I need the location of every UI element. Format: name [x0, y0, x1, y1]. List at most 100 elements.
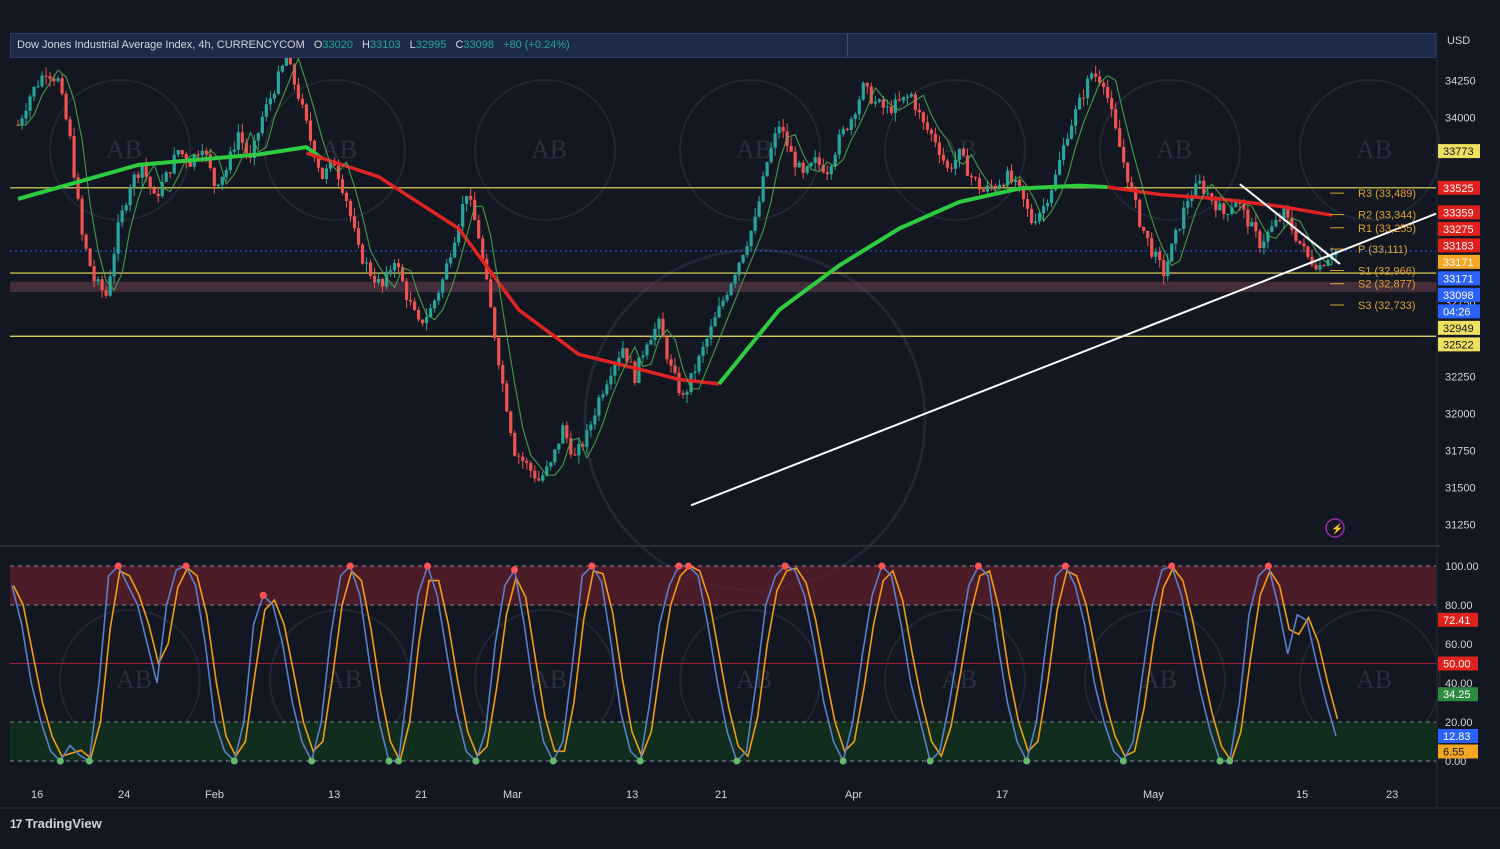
candle-body[interactable]: [1017, 180, 1022, 186]
candle-body[interactable]: [252, 140, 256, 159]
candle-body[interactable]: [172, 154, 176, 174]
candle-body[interactable]: [729, 283, 733, 295]
candle-body[interactable]: [725, 294, 729, 301]
candle-body[interactable]: [573, 454, 577, 456]
candle-body[interactable]: [1298, 240, 1302, 244]
candle-body[interactable]: [64, 93, 68, 120]
candle-body[interactable]: [621, 348, 625, 358]
candle-body[interactable]: [1182, 207, 1186, 229]
candle-body[interactable]: [757, 201, 761, 217]
candle-body[interactable]: [993, 185, 998, 188]
candle-body[interactable]: [244, 142, 248, 154]
candle-body[interactable]: [1106, 86, 1110, 99]
tradingview-logo[interactable]: 17 TradingView: [10, 816, 102, 831]
candle-body[interactable]: [837, 134, 841, 155]
candle-body[interactable]: [92, 266, 96, 282]
candle-body[interactable]: [825, 172, 829, 175]
candle-body[interactable]: [60, 78, 64, 94]
candle-body[interactable]: [537, 478, 541, 481]
candle-body[interactable]: [240, 132, 244, 143]
candle-body[interactable]: [1214, 200, 1218, 211]
candle-body[interactable]: [1190, 197, 1194, 201]
candle-body[interactable]: [653, 328, 657, 340]
candle-body[interactable]: [901, 96, 905, 101]
candle-body[interactable]: [80, 198, 84, 235]
candle-body[interactable]: [861, 82, 865, 100]
candle-body[interactable]: [533, 470, 537, 479]
candle-body[interactable]: [288, 57, 293, 65]
candle-body[interactable]: [1005, 170, 1010, 186]
candle-body[interactable]: [625, 348, 629, 362]
candle-body[interactable]: [1045, 202, 1050, 207]
candle-body[interactable]: [589, 424, 593, 431]
candle-body[interactable]: [312, 140, 317, 158]
candle-body[interactable]: [561, 425, 565, 444]
candle-body[interactable]: [853, 114, 857, 119]
candle-body[interactable]: [697, 355, 701, 372]
candle-body[interactable]: [1013, 180, 1018, 182]
candle-body[interactable]: [1110, 98, 1114, 110]
candle-body[interactable]: [885, 106, 889, 108]
candle-body[interactable]: [605, 384, 609, 395]
candle-body[interactable]: [761, 176, 765, 202]
candle-body[interactable]: [569, 438, 573, 455]
candle-body[interactable]: [372, 275, 377, 283]
candle-body[interactable]: [296, 84, 301, 99]
candle-body[interactable]: [1202, 180, 1206, 194]
candle-body[interactable]: [128, 187, 132, 206]
candle-body[interactable]: [461, 204, 465, 227]
candle-body[interactable]: [1138, 200, 1142, 227]
candle-body[interactable]: [1154, 251, 1158, 257]
currency-label[interactable]: USD: [1447, 35, 1471, 47]
candle-body[interactable]: [1150, 238, 1154, 257]
candle-body[interactable]: [1102, 82, 1106, 87]
candle-body[interactable]: [1158, 251, 1162, 261]
candle-body[interactable]: [805, 166, 809, 173]
candle-body[interactable]: [481, 238, 485, 259]
candle-body[interactable]: [597, 397, 601, 416]
candle-body[interactable]: [797, 162, 801, 168]
candle-body[interactable]: [841, 128, 845, 135]
candle-body[interactable]: [1025, 199, 1030, 209]
candle-body[interactable]: [196, 154, 200, 156]
candle-body[interactable]: [909, 94, 913, 97]
candle-body[interactable]: [629, 361, 633, 363]
candle-body[interactable]: [877, 99, 881, 102]
candle-body[interactable]: [709, 326, 713, 339]
candle-body[interactable]: [160, 181, 164, 197]
candle-body[interactable]: [1286, 208, 1290, 218]
candle-body[interactable]: [985, 185, 990, 192]
candle-body[interactable]: [1318, 265, 1322, 270]
candle-body[interactable]: [509, 411, 513, 434]
candle-body[interactable]: [937, 142, 941, 155]
candle-body[interactable]: [897, 99, 901, 101]
candle-body[interactable]: [441, 279, 445, 293]
candle-body[interactable]: [945, 160, 950, 168]
candle-body[interactable]: [136, 174, 140, 178]
candle-body[interactable]: [204, 150, 208, 155]
candle-body[interactable]: [669, 359, 673, 366]
candle-body[interactable]: [1001, 184, 1006, 186]
candle-body[interactable]: [677, 372, 681, 394]
candle-body[interactable]: [232, 149, 236, 152]
candle-body[interactable]: [276, 71, 280, 94]
candle-body[interactable]: [1053, 174, 1058, 190]
candle-body[interactable]: [352, 216, 357, 229]
candle-body[interactable]: [933, 133, 937, 143]
candle-body[interactable]: [801, 162, 805, 173]
candle-body[interactable]: [821, 164, 825, 173]
candle-body[interactable]: [1246, 209, 1250, 227]
candle-body[interactable]: [1226, 214, 1230, 216]
candle-body[interactable]: [224, 170, 228, 177]
candle-body[interactable]: [521, 456, 525, 461]
candle-body[interactable]: [465, 195, 469, 205]
candle-body[interactable]: [1222, 203, 1226, 215]
candle-body[interactable]: [256, 133, 260, 141]
candle-body[interactable]: [1206, 193, 1210, 195]
candle-body[interactable]: [585, 430, 589, 447]
candle-body[interactable]: [749, 230, 753, 247]
candle-body[interactable]: [68, 119, 72, 137]
candle-body[interactable]: [477, 220, 481, 239]
candle-body[interactable]: [344, 192, 349, 201]
candle-body[interactable]: [404, 281, 409, 300]
